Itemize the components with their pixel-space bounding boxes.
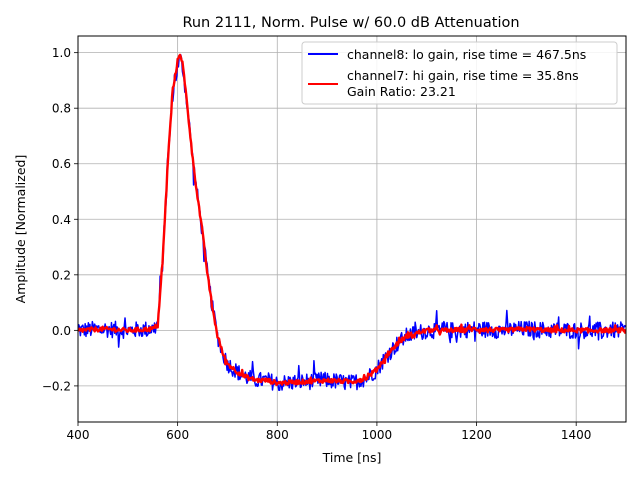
- y-tick-label: −0.2: [42, 379, 71, 393]
- legend-box: [301, 41, 618, 105]
- legend-label-channel8: channel8: lo gain, rise time = 467.5ns: [347, 47, 586, 62]
- x-tick-label: 400: [67, 428, 90, 442]
- grid: [77, 36, 626, 422]
- y-tick-label: 0.2: [52, 268, 71, 282]
- x-axis-label: Time [ns]: [322, 450, 382, 465]
- chart-title: Run 2111, Norm. Pulse w/ 60.0 dB Attenua…: [182, 15, 519, 31]
- series-group: [78, 53, 626, 391]
- x-tick-label: 600: [166, 428, 189, 442]
- legend-gain-ratio: Gain Ratio: 23.21: [347, 84, 456, 99]
- legend-label-channel7: channel7: hi gain, rise time = 35.8ns: [347, 68, 579, 83]
- plot-frame: [77, 35, 627, 423]
- y-tick-label: 0.6: [52, 157, 71, 171]
- y-tick-label: 0.4: [52, 213, 71, 227]
- x-tick-label: 1200: [461, 428, 492, 442]
- legend: channel8: lo gain, rise time = 467.5ns c…: [301, 41, 618, 105]
- x-tick-label: 1400: [561, 428, 592, 442]
- y-tick-label: 0.8: [52, 102, 71, 116]
- x-tick-label: 1000: [362, 428, 393, 442]
- series-line-channel7: [78, 53, 626, 387]
- y-tick-label: 1.0: [52, 46, 71, 60]
- y-tick-label: 0.0: [52, 324, 71, 338]
- y-axis: −0.2 0.0 0.2 0.4 0.6 0.8 1.0: [42, 46, 78, 393]
- y-axis-label: Amplitude [Normalized]: [13, 155, 28, 304]
- x-tick-label: 800: [266, 428, 289, 442]
- x-axis: 400 600 800 1000 1200 1400: [67, 422, 592, 442]
